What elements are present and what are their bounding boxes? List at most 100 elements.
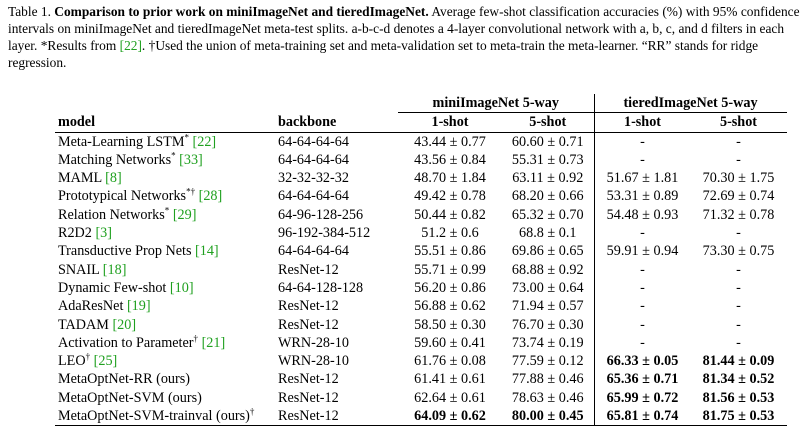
model-name: MetaOptNet-RR (ours) bbox=[58, 371, 190, 388]
model-name: MetaOptNet-SVM-trainval (ours) bbox=[58, 408, 250, 425]
header-mini-5shot: 5-shot bbox=[502, 112, 594, 133]
mini-1shot-cell: 55.51 ± 0.86 bbox=[414, 243, 486, 260]
backbone-cell: ResNet-12 bbox=[278, 371, 339, 388]
header-tiered-5shot: 5-shot bbox=[690, 112, 787, 133]
backbone-cell: 64-64-128-128 bbox=[278, 279, 364, 296]
tiered-1shot-cell: - bbox=[593, 131, 691, 151]
table-row: MAML [8] 32-32-32-32 48.70 ± 1.84 63.11 ± 0… bbox=[55, 169, 787, 188]
table-row: Relation Networks* [29] 64-96-128-256 50.4… bbox=[55, 205, 787, 225]
tiered-1shot-cell: - bbox=[593, 260, 691, 279]
tiered-1shot-cell: 51.67 ± 1.81 bbox=[593, 169, 691, 188]
mini-1shot-cell: 50.44 ± 0.82 bbox=[414, 206, 486, 223]
mini-1shot-cell: 51.2 ± 0.6 bbox=[421, 225, 479, 242]
model-cell: SNAIL [18] bbox=[55, 261, 278, 279]
mini-5shot-cell: 65.32 ± 0.70 bbox=[511, 206, 584, 223]
caption-line3-dagger: . †Used the union of meta-training set a… bbox=[141, 38, 639, 53]
mini-1shot-cell: 62.64 ± 0.61 bbox=[414, 389, 486, 406]
backbone-cell: ResNet-12 bbox=[278, 407, 398, 427]
citation-link[interactable]: [28] bbox=[198, 188, 223, 205]
model-name: LEO bbox=[58, 353, 86, 370]
mini-5shot-cell: 78.63 ± 0.46 bbox=[511, 389, 584, 406]
tiered-5shot-cell: - bbox=[736, 151, 741, 168]
caption-ref-22[interactable]: [22] bbox=[119, 38, 142, 53]
results-table: miniImageNet 5-way tieredImageNet 5-way … bbox=[55, 94, 787, 427]
tiered-5shot-cell: - bbox=[736, 261, 741, 278]
tiered-5shot-cell: 81.56 ± 0.53 bbox=[702, 389, 775, 406]
tiered-1shot-cell: - bbox=[593, 333, 691, 353]
citation-link[interactable]: [29] bbox=[172, 206, 197, 223]
citation-link[interactable]: [22] bbox=[192, 133, 217, 150]
model-footnote-mark: † bbox=[85, 351, 91, 362]
table-row: LEO† [25] WRN-28-10 61.76 ± 0.08 77.59 ± 0.… bbox=[55, 352, 787, 371]
citation-link[interactable]: [3] bbox=[95, 225, 112, 242]
mini-5shot-cell: 68.20 ± 0.66 bbox=[511, 188, 584, 205]
table-row: MetaOptNet-SVM (ours) ResNet-12 62.64 ± 0.… bbox=[55, 388, 787, 408]
group-header-row: miniImageNet 5-way tieredImageNet 5-way bbox=[55, 94, 787, 114]
model-name: Transductive Prop Nets bbox=[58, 243, 192, 260]
model-cell: Meta-Learning LSTM* [22] bbox=[55, 131, 278, 151]
mini-5shot-cell: 80.00 ± 0.45 bbox=[502, 407, 594, 427]
backbone-cell: ResNet-12 bbox=[278, 316, 339, 333]
model-name: Activation to Parameter bbox=[58, 334, 194, 351]
citation-link[interactable]: [21] bbox=[201, 334, 226, 351]
mini-5shot-cell: 77.88 ± 0.46 bbox=[511, 371, 584, 388]
mini-1shot-cell: 43.44 ± 0.77 bbox=[398, 131, 502, 151]
model-name: Meta-Learning LSTM bbox=[58, 133, 185, 150]
table-row: Prototypical Networks*† [28] 64-64-64-64 4… bbox=[55, 187, 787, 206]
mini-1shot-cell: 56.88 ± 0.62 bbox=[414, 298, 486, 315]
table-row: TADAM [20] ResNet-12 58.50 ± 0.30 76.70 ± 0… bbox=[55, 315, 787, 334]
model-name: Dynamic Few-shot bbox=[58, 279, 167, 296]
model-footnote-mark: * bbox=[164, 205, 170, 216]
backbone-cell: 96-192-384-512 bbox=[278, 225, 371, 242]
backbone-cell: 64-64-64-64 bbox=[278, 188, 349, 205]
header-mini-1shot: 1-shot bbox=[398, 112, 502, 133]
table-row: SNAIL [18] ResNet-12 55.71 ± 0.99 68.88 ± 0… bbox=[55, 260, 787, 279]
mini-1shot-cell: 61.76 ± 0.08 bbox=[414, 353, 486, 370]
citation-link[interactable]: [18] bbox=[102, 261, 127, 278]
tiered-1shot-cell: 66.33 ± 0.05 bbox=[593, 352, 691, 371]
tiered-1shot-cell: - bbox=[593, 297, 691, 316]
model-footnote-mark: *† bbox=[186, 186, 196, 197]
model-cell: Transductive Prop Nets [14] bbox=[55, 242, 278, 260]
citation-link[interactable]: [25] bbox=[93, 353, 118, 370]
citation-link[interactable]: [19] bbox=[126, 298, 151, 315]
tiered-1shot-cell: 54.48 ± 0.93 bbox=[593, 205, 691, 225]
table-row: MetaOptNet-SVM-trainval (ours)† ResNet-12… bbox=[55, 407, 787, 427]
tiered-1shot-cell: 65.99 ± 0.72 bbox=[593, 388, 691, 408]
citation-link[interactable]: [14] bbox=[195, 243, 219, 260]
model-cell: Dynamic Few-shot [10] bbox=[55, 279, 278, 297]
citation-link[interactable]: [8] bbox=[105, 170, 122, 187]
backbone-cell: WRN-28-10 bbox=[278, 334, 349, 351]
model-footnote-mark: * bbox=[171, 150, 176, 161]
mini-5shot-cell: 69.86 ± 0.65 bbox=[511, 243, 584, 260]
citation-link[interactable]: [10] bbox=[169, 279, 194, 296]
model-cell: MAML [8] bbox=[55, 169, 278, 187]
model-cell: Prototypical Networks*† [28] bbox=[55, 187, 278, 205]
tiered-5shot-cell: 72.69 ± 0.74 bbox=[702, 188, 775, 205]
citation-link[interactable]: [20] bbox=[112, 316, 137, 333]
caption-line4: “RR” stands for ridge regression. bbox=[8, 38, 759, 70]
model-name: MetaOptNet-SVM (ours) bbox=[58, 389, 202, 406]
model-name: Relation Networks bbox=[58, 206, 165, 223]
table-row: Meta-Learning LSTM* [22] 64-64-64-64 43.44… bbox=[55, 131, 787, 151]
table-row: R2D2 [3] 96-192-384-512 51.2 ± 0.6 68.8 ± 0… bbox=[55, 224, 787, 243]
mini-5shot-cell: 77.59 ± 0.12 bbox=[511, 353, 584, 370]
mini-5shot-cell: 71.94 ± 0.57 bbox=[511, 298, 584, 315]
model-name: R2D2 bbox=[58, 225, 92, 242]
backbone-cell: ResNet-12 bbox=[278, 298, 339, 315]
caption-label: Table 1. bbox=[8, 4, 51, 19]
tiered-1shot-cell: - bbox=[593, 278, 691, 298]
model-cell: MetaOptNet-SVM-trainval (ours)† bbox=[55, 407, 278, 427]
header-model: model bbox=[55, 112, 278, 133]
table-row: Matching Networks* [33] 64-64-64-64 43.56 … bbox=[55, 150, 787, 170]
mini-1shot-cell: 58.50 ± 0.30 bbox=[414, 316, 486, 333]
tiered-5shot-cell: 71.32 ± 0.78 bbox=[702, 206, 775, 223]
tiered-1shot-cell: - bbox=[593, 315, 691, 334]
mini-5shot-cell: 68.88 ± 0.92 bbox=[511, 261, 584, 278]
model-cell: LEO† [25] bbox=[55, 352, 278, 370]
mini-5shot-cell: 73.74 ± 0.19 bbox=[511, 334, 584, 351]
backbone-cell: 32-32-32-32 bbox=[278, 170, 349, 187]
mini-5shot-cell: 68.8 ± 0.1 bbox=[519, 225, 577, 242]
table-row: Transductive Prop Nets [14] 64-64-64-64 55… bbox=[55, 242, 787, 261]
citation-link[interactable]: [33] bbox=[179, 151, 203, 168]
